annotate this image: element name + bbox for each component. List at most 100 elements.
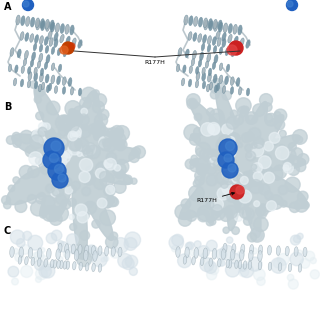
Circle shape [68,131,77,141]
Ellipse shape [45,21,50,31]
Circle shape [111,125,123,138]
Circle shape [206,201,214,208]
Circle shape [43,151,61,169]
Circle shape [292,130,307,144]
Circle shape [210,90,219,99]
Ellipse shape [200,52,204,60]
Ellipse shape [221,249,226,260]
Ellipse shape [201,43,205,51]
Circle shape [265,192,273,200]
Circle shape [8,185,15,192]
Ellipse shape [213,46,217,53]
Ellipse shape [234,36,238,45]
Circle shape [288,143,296,151]
Circle shape [36,112,44,120]
Circle shape [310,257,316,264]
Circle shape [131,178,137,184]
Ellipse shape [54,33,58,41]
Ellipse shape [223,23,228,33]
Ellipse shape [54,86,58,93]
Circle shape [288,164,300,175]
Circle shape [234,196,243,204]
Circle shape [241,133,251,143]
Circle shape [237,177,243,182]
Circle shape [254,217,268,231]
Circle shape [49,207,58,216]
Circle shape [96,162,109,175]
Circle shape [85,249,93,257]
Circle shape [258,210,267,219]
Circle shape [124,175,132,184]
Ellipse shape [62,77,66,85]
Circle shape [67,119,79,132]
Circle shape [245,144,252,152]
Ellipse shape [259,245,263,255]
Ellipse shape [15,65,18,73]
Ellipse shape [205,60,209,68]
Ellipse shape [217,38,221,46]
Circle shape [103,200,111,208]
Circle shape [227,45,237,55]
Ellipse shape [10,247,14,257]
Ellipse shape [196,72,200,80]
Ellipse shape [212,62,216,69]
Ellipse shape [198,17,203,27]
Ellipse shape [228,24,232,34]
Ellipse shape [178,48,182,56]
Circle shape [267,201,276,211]
Circle shape [12,278,19,285]
Ellipse shape [176,247,180,257]
Circle shape [80,98,91,109]
Circle shape [186,211,197,221]
Ellipse shape [65,24,69,34]
Ellipse shape [23,58,27,66]
Circle shape [79,158,93,172]
Ellipse shape [288,263,292,272]
Circle shape [238,199,249,210]
Circle shape [79,126,91,138]
Circle shape [222,183,233,194]
Circle shape [69,186,76,193]
Circle shape [82,212,89,219]
Ellipse shape [41,82,45,90]
Ellipse shape [219,63,223,71]
Circle shape [212,207,225,220]
Circle shape [199,149,208,158]
Circle shape [60,139,66,145]
Circle shape [49,136,58,144]
Circle shape [58,174,66,182]
Circle shape [59,242,68,252]
Ellipse shape [51,22,55,32]
Circle shape [239,267,249,277]
Ellipse shape [223,243,227,253]
Circle shape [82,187,91,196]
Ellipse shape [37,258,41,266]
Circle shape [110,247,121,258]
Circle shape [42,206,57,221]
Ellipse shape [268,262,272,270]
Ellipse shape [45,20,49,29]
Circle shape [68,138,82,151]
Circle shape [234,115,244,125]
Circle shape [38,193,45,200]
Circle shape [43,123,50,131]
Circle shape [45,184,54,193]
Circle shape [129,152,139,163]
Ellipse shape [51,75,55,84]
Ellipse shape [35,35,38,43]
Circle shape [244,178,254,188]
Circle shape [257,277,265,285]
Circle shape [219,135,232,148]
Circle shape [93,125,108,141]
Ellipse shape [198,60,202,67]
Circle shape [125,232,140,248]
Circle shape [38,127,47,136]
Circle shape [181,199,191,209]
Circle shape [185,159,195,169]
Circle shape [226,263,240,277]
Ellipse shape [228,260,232,268]
Ellipse shape [228,34,232,43]
Circle shape [244,217,252,225]
Circle shape [25,146,37,157]
Ellipse shape [51,47,55,54]
